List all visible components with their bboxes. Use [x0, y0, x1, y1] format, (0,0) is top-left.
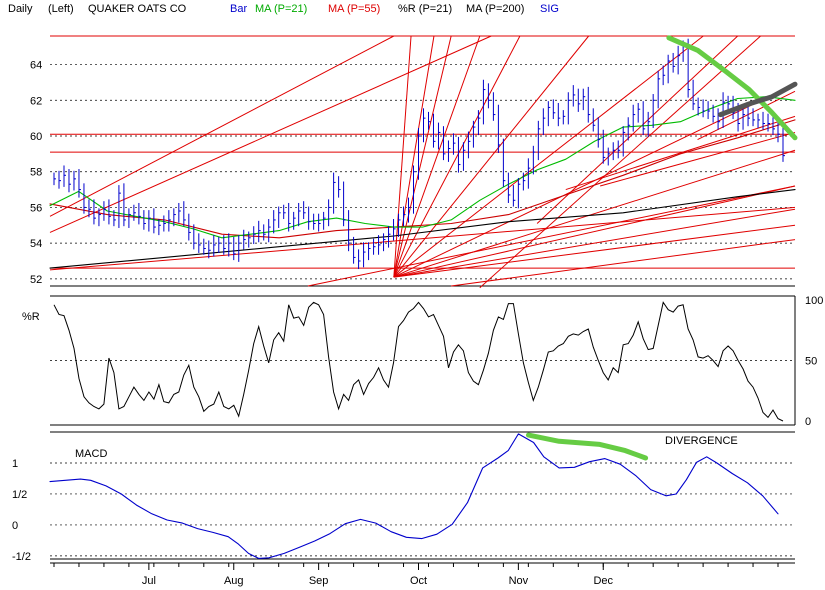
fan-line [393, 83, 796, 278]
macd-panel: MACD DIVERGENCE -1/2 0 1/2 1 [12, 431, 795, 563]
trend-lines [49, 35, 796, 289]
macd-axis-labels: -1/2 0 1/2 1 [12, 458, 31, 563]
month-label: Aug [224, 575, 244, 587]
legend-ma55: MA (P=55) [328, 3, 380, 15]
chart-header: Daily (Left) QUAKER OATS CO Bar MA (P=21… [8, 3, 559, 15]
month-label: Sep [309, 575, 329, 587]
price-panel: 52 54 56 58 60 62 64 [30, 35, 798, 289]
trend-line [600, 131, 796, 187]
price-tick-label: 64 [30, 60, 42, 72]
trend-line [697, 90, 796, 141]
legend-pctr: %R (P=21) [398, 3, 452, 15]
price-bars [53, 38, 785, 270]
legend-sig: SIG [540, 3, 559, 15]
fan-line [393, 35, 704, 278]
month-labels: Jul Aug Sep Oct Nov Dec [142, 575, 614, 587]
pctr-tick-label: 50 [805, 356, 817, 368]
period-label: Daily [8, 3, 33, 15]
trend-line [307, 185, 796, 287]
pctr-axis-labels: 0 50 100 [805, 295, 823, 428]
fan-line [393, 208, 796, 278]
price-tick-label: 62 [30, 95, 42, 107]
pctr-tick-label: 100 [805, 295, 823, 307]
pctr-panel: %R 0 50 100 [22, 295, 823, 428]
trend-line [565, 115, 796, 191]
price-tick-label: 54 [30, 238, 42, 250]
macd-gridlines [50, 462, 795, 557]
fan-line [393, 35, 435, 278]
trend-line [536, 35, 739, 224]
pctr-line [53, 301, 784, 422]
fan-line [393, 35, 452, 278]
chart-title: QUAKER OATS CO [88, 3, 187, 15]
legend-bar: Bar [230, 3, 247, 15]
fan-line [393, 149, 796, 278]
macd-tick-label: -1/2 [12, 551, 31, 563]
scale-label: (Left) [48, 3, 74, 15]
price-axis-labels: 52 54 56 58 60 62 64 [30, 60, 42, 286]
macd-highlight [526, 432, 649, 461]
macd-series-line [49, 433, 779, 559]
trend-line [451, 239, 796, 287]
fan-line [393, 35, 521, 278]
price-tick-label: 60 [30, 131, 42, 143]
macd-tick-label: 0 [12, 520, 18, 532]
macd-tick-label: 1 [12, 458, 18, 470]
month-label: Jul [142, 575, 156, 587]
macd-tick-label: 1/2 [12, 489, 27, 501]
legend-ma200: MA (P=200) [466, 3, 524, 15]
month-label: Nov [509, 575, 529, 587]
macd-green-highlight [526, 432, 649, 461]
pctr-series-line [53, 301, 784, 422]
trend-line [49, 206, 796, 271]
trend-line [479, 35, 761, 289]
month-label: Dec [593, 575, 613, 587]
fan-line [393, 35, 590, 278]
month-label: Oct [410, 575, 427, 587]
month-axis: Jul Aug Sep Oct Nov Dec [50, 562, 795, 587]
pctr-label: %R [22, 311, 40, 323]
fan-line [393, 35, 481, 278]
green-trend-highlight [666, 35, 798, 141]
macd-label: MACD [75, 448, 107, 460]
ma200-line [49, 189, 796, 269]
divergence-annotation: DIVERGENCE [665, 435, 738, 447]
trend-line [49, 35, 395, 217]
fan-line [393, 185, 796, 278]
pctr-tick-label: 0 [805, 416, 811, 428]
price-tick-label: 56 [30, 202, 42, 214]
price-tick-label: 58 [30, 167, 42, 179]
legend-ma21: MA (P=21) [255, 3, 307, 15]
fan-line [393, 224, 796, 278]
fan-line [393, 35, 412, 278]
gray-trend-highlight [718, 81, 798, 118]
price-tick-label: 52 [30, 274, 42, 286]
macd-line [49, 433, 779, 559]
highlight-strokes [666, 35, 798, 141]
month-ticks [53, 563, 779, 570]
price-gridlines [50, 64, 795, 280]
